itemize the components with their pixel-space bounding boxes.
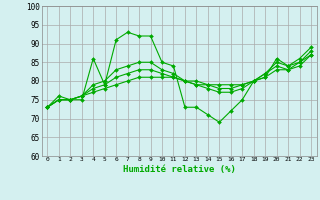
X-axis label: Humidité relative (%): Humidité relative (%) — [123, 165, 236, 174]
